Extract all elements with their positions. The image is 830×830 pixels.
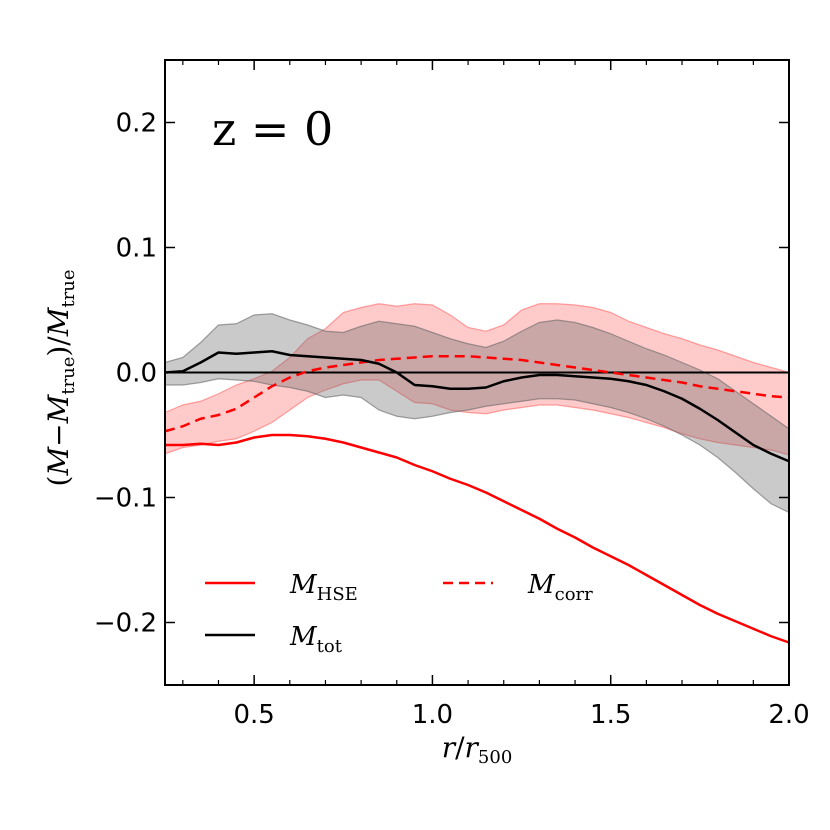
- legend-label-tot: Mtot: [289, 622, 343, 657]
- scatter-bands: [164, 303, 790, 514]
- y-tick-label: −0.1: [94, 484, 157, 514]
- y-tick-label: 0.1: [116, 234, 157, 264]
- series-line-corr: [164, 355, 790, 433]
- x-tick-label: 1.5: [590, 700, 631, 730]
- y-tick-label: 0.0: [116, 359, 157, 389]
- y-tick-label: −0.2: [94, 609, 157, 639]
- y-axis-label: (M−Mtrue)/Mtrue: [42, 270, 79, 487]
- series-line-tot: [164, 350, 790, 463]
- x-tick-label: 1.0: [412, 700, 453, 730]
- x-axis-label: r/r500: [442, 731, 513, 768]
- x-tick-label: 0.5: [233, 700, 274, 730]
- x-tick-label: 2.0: [768, 700, 809, 730]
- redshift-annotation: z = 0: [212, 102, 333, 156]
- legend-label-corr: Mcorr: [527, 570, 593, 605]
- legend-label-hse: MHSE: [289, 570, 358, 605]
- axis-ticks: 0.5 1.0 1.5 2.0 −0.2 −0.1 0.0 0.1 0.2: [94, 60, 810, 730]
- series-lines: [164, 350, 790, 644]
- series-line-hse: [165, 433, 790, 644]
- y-tick-label: 0.2: [116, 109, 157, 139]
- legend: MHSE Mcorr Mtot: [205, 570, 593, 657]
